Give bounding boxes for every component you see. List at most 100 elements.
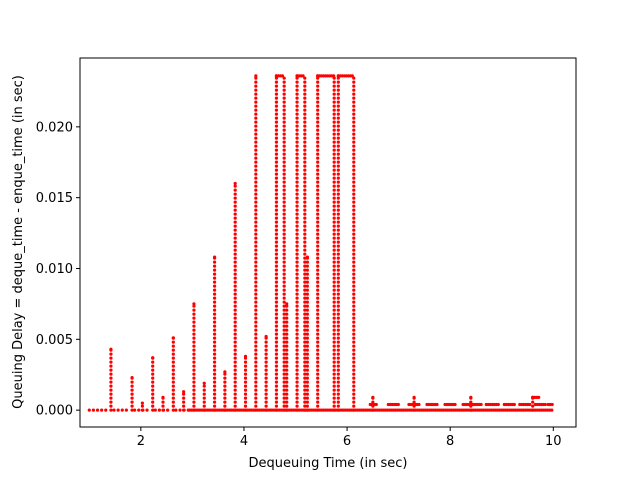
- data-point: [336, 136, 340, 140]
- data-point: [332, 108, 336, 112]
- data-point: [550, 402, 554, 407]
- data-point: [332, 176, 336, 180]
- data-point: [274, 320, 279, 324]
- data-point: [274, 280, 279, 284]
- data-point: [274, 248, 279, 252]
- data-point: [352, 148, 356, 152]
- data-point: [305, 255, 309, 259]
- data-point: [295, 144, 299, 148]
- data-point: [274, 128, 279, 132]
- data-point: [151, 384, 155, 388]
- data-point: [243, 360, 248, 364]
- data-point: [352, 116, 356, 120]
- data-point: [161, 395, 165, 399]
- data-point: [282, 212, 286, 216]
- data-point: [295, 208, 299, 212]
- data-point: [254, 92, 258, 96]
- data-point: [254, 236, 258, 240]
- data-point: [282, 236, 286, 240]
- data-point: [274, 156, 279, 160]
- data-point: [285, 304, 289, 308]
- data-point: [233, 200, 237, 204]
- data-point: [305, 388, 309, 392]
- data-point: [295, 172, 299, 176]
- data-point: [254, 140, 258, 144]
- data-point: [336, 104, 340, 108]
- data-point: [109, 356, 113, 360]
- data-point: [332, 384, 336, 388]
- data-point: [233, 280, 237, 284]
- data-point: [274, 276, 279, 280]
- data-point: [233, 304, 237, 308]
- data-point: [316, 212, 320, 216]
- data-point: [212, 380, 217, 384]
- data-point: [151, 408, 155, 412]
- data-point: [336, 108, 340, 112]
- data-point: [233, 384, 237, 388]
- data-point: [295, 388, 299, 392]
- data-point: [316, 188, 320, 192]
- data-point: [274, 160, 279, 164]
- data-point: [295, 104, 299, 108]
- data-point: [264, 384, 268, 388]
- data-point: [254, 312, 258, 316]
- data-point: [202, 408, 206, 412]
- data-point: [336, 292, 340, 296]
- data-point: [316, 176, 320, 180]
- data-point: [295, 304, 299, 308]
- data-point: [303, 380, 307, 384]
- data-point: [104, 408, 108, 412]
- data-point: [282, 360, 286, 364]
- data-point: [303, 312, 307, 316]
- data-point: [243, 400, 248, 404]
- data-point: [192, 380, 196, 384]
- data-point: [282, 280, 286, 284]
- data-point: [303, 344, 307, 348]
- data-point: [332, 84, 336, 88]
- data-point: [285, 344, 289, 348]
- data-point: [202, 400, 206, 404]
- data-point: [352, 360, 356, 364]
- data-point: [282, 124, 286, 128]
- data-point: [336, 232, 340, 236]
- data-point: [171, 408, 175, 412]
- data-point: [295, 360, 299, 364]
- data-point: [316, 316, 320, 320]
- data-point: [352, 212, 356, 216]
- data-point: [305, 336, 309, 340]
- data-point: [274, 192, 279, 196]
- data-point: [212, 324, 217, 328]
- data-point: [254, 124, 258, 128]
- data-point: [352, 300, 356, 304]
- data-point: [303, 240, 307, 244]
- data-point: [264, 404, 268, 408]
- data-point: [316, 352, 320, 356]
- data-point: [233, 396, 237, 400]
- y-tick-label: 0.000: [36, 404, 73, 419]
- data-point: [161, 400, 165, 404]
- data-point: [192, 352, 196, 356]
- data-point: [130, 384, 134, 388]
- data-point: [303, 244, 307, 248]
- data-point: [212, 388, 217, 392]
- data-point: [332, 360, 336, 364]
- data-point: [316, 200, 320, 204]
- data-point: [316, 112, 320, 116]
- data-point: [264, 368, 268, 372]
- data-point: [282, 176, 286, 180]
- data-point: [352, 288, 356, 292]
- data-point: [336, 128, 340, 132]
- data-point: [274, 228, 279, 232]
- data-point: [352, 240, 356, 244]
- data-point: [233, 192, 237, 196]
- data-point: [295, 164, 299, 168]
- data-point: [352, 160, 356, 164]
- data-point: [295, 124, 299, 128]
- data-point: [212, 384, 217, 388]
- data-point: [295, 320, 299, 324]
- data-point: [282, 172, 286, 176]
- data-point: [282, 352, 286, 356]
- data-point: [316, 256, 320, 260]
- data-point: [336, 308, 340, 312]
- data-point: [332, 168, 336, 172]
